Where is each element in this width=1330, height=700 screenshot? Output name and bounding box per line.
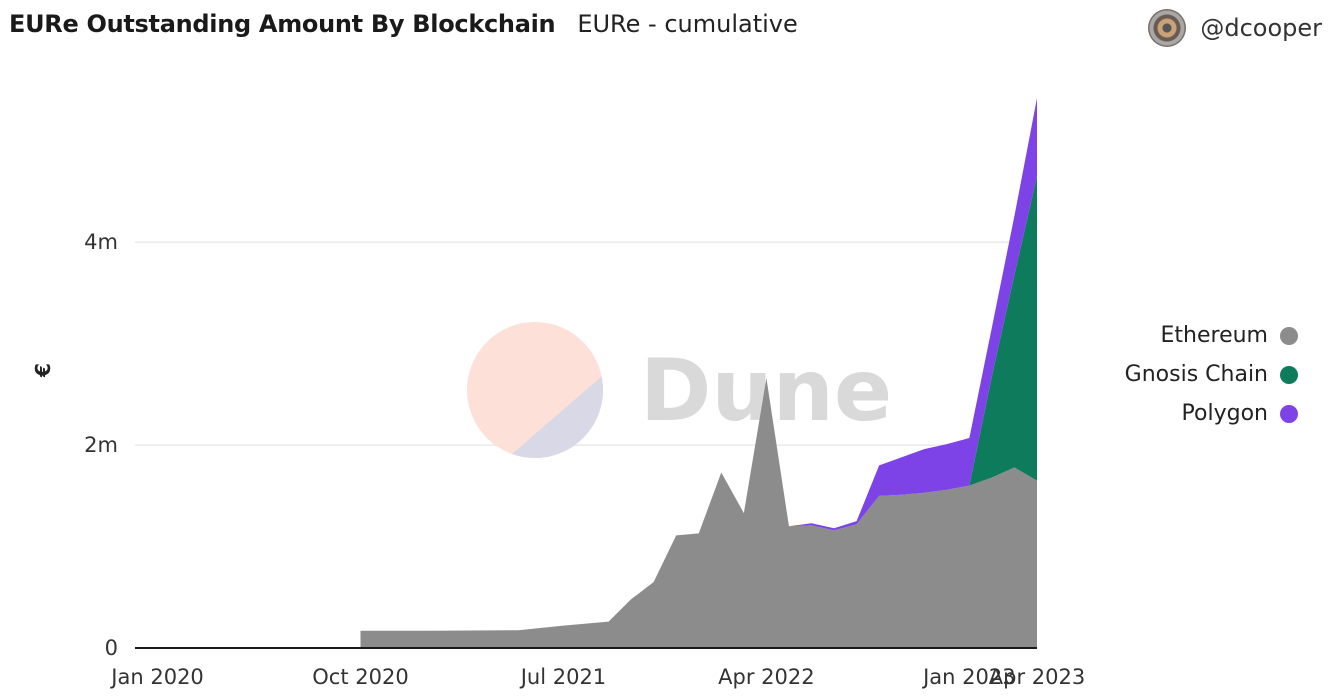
legend-label-gnosis: Gnosis Chain [1124, 362, 1268, 387]
x-tick-label-0: Jan 2020 [109, 665, 204, 689]
legend-label-ethereum: Ethereum [1160, 323, 1268, 348]
legend-dot-ethereum [1280, 326, 1298, 345]
legend-item-ethereum[interactable]: Ethereum [1125, 316, 1298, 355]
chart-subtitle: EURe - cumulative [577, 10, 798, 38]
author-handle[interactable]: @dcooper [1200, 14, 1322, 42]
y-tick-label-2: 4m [84, 230, 118, 254]
legend-item-polygon[interactable]: Polygon [1125, 394, 1298, 433]
legend-dot-polygon [1280, 404, 1298, 423]
legend-item-gnosis[interactable]: Gnosis Chain [1125, 355, 1298, 394]
x-tick-label-5: Apr 2023 [989, 665, 1085, 689]
author-badge[interactable]: @dcooper [1148, 8, 1322, 48]
x-tick-label-4: Jan 2023 [921, 665, 1016, 689]
legend-dot-gnosis [1280, 365, 1298, 384]
avatar[interactable] [1148, 9, 1187, 47]
y-tick-label-1: 2m [84, 433, 118, 457]
x-tick-label-2: Jul 2021 [519, 665, 606, 689]
x-tick-label-3: Apr 2022 [718, 665, 814, 689]
chart-header: EURe Outstanding Amount By Blockchain EU… [9, 10, 798, 46]
y-axis-label: € [31, 363, 55, 378]
legend-label-polygon: Polygon [1181, 401, 1268, 426]
dune-watermark: Dune [467, 322, 892, 458]
legend: Ethereum Gnosis Chain Polygon [1125, 316, 1298, 433]
y-tick-label-0: 0 [105, 636, 118, 660]
chart-title: EURe Outstanding Amount By Blockchain [9, 10, 556, 38]
x-tick-label-1: Oct 2020 [312, 665, 408, 689]
area-series-ethereum[interactable] [157, 378, 1038, 648]
watermark-logo-bottom [511, 376, 603, 458]
